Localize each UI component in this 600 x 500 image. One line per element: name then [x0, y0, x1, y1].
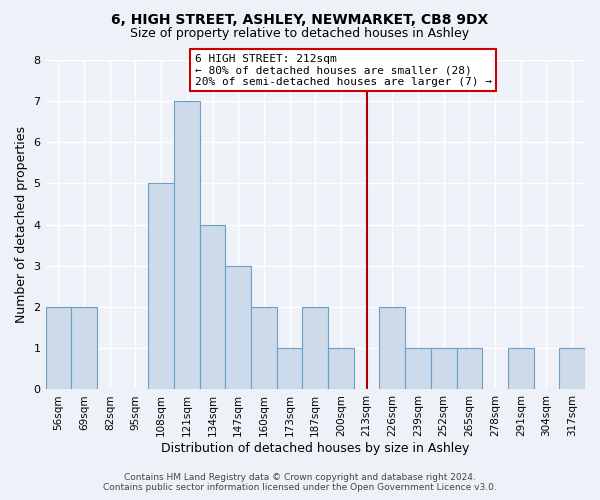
Bar	[457, 348, 482, 390]
Bar	[251, 307, 277, 390]
Bar	[379, 307, 405, 390]
Bar	[431, 348, 457, 390]
Bar	[405, 348, 431, 390]
Bar	[174, 101, 200, 390]
Bar	[46, 307, 71, 390]
Bar	[508, 348, 533, 390]
Bar	[226, 266, 251, 390]
Text: Contains HM Land Registry data © Crown copyright and database right 2024.
Contai: Contains HM Land Registry data © Crown c…	[103, 473, 497, 492]
Bar	[328, 348, 354, 390]
Bar	[302, 307, 328, 390]
Text: 6, HIGH STREET, ASHLEY, NEWMARKET, CB8 9DX: 6, HIGH STREET, ASHLEY, NEWMARKET, CB8 9…	[112, 12, 488, 26]
Bar	[71, 307, 97, 390]
Bar	[200, 224, 226, 390]
Y-axis label: Number of detached properties: Number of detached properties	[15, 126, 28, 323]
X-axis label: Distribution of detached houses by size in Ashley: Distribution of detached houses by size …	[161, 442, 469, 455]
Text: 6 HIGH STREET: 212sqm
← 80% of detached houses are smaller (28)
20% of semi-deta: 6 HIGH STREET: 212sqm ← 80% of detached …	[194, 54, 491, 86]
Bar	[277, 348, 302, 390]
Text: Size of property relative to detached houses in Ashley: Size of property relative to detached ho…	[130, 28, 470, 40]
Bar	[148, 184, 174, 390]
Bar	[559, 348, 585, 390]
